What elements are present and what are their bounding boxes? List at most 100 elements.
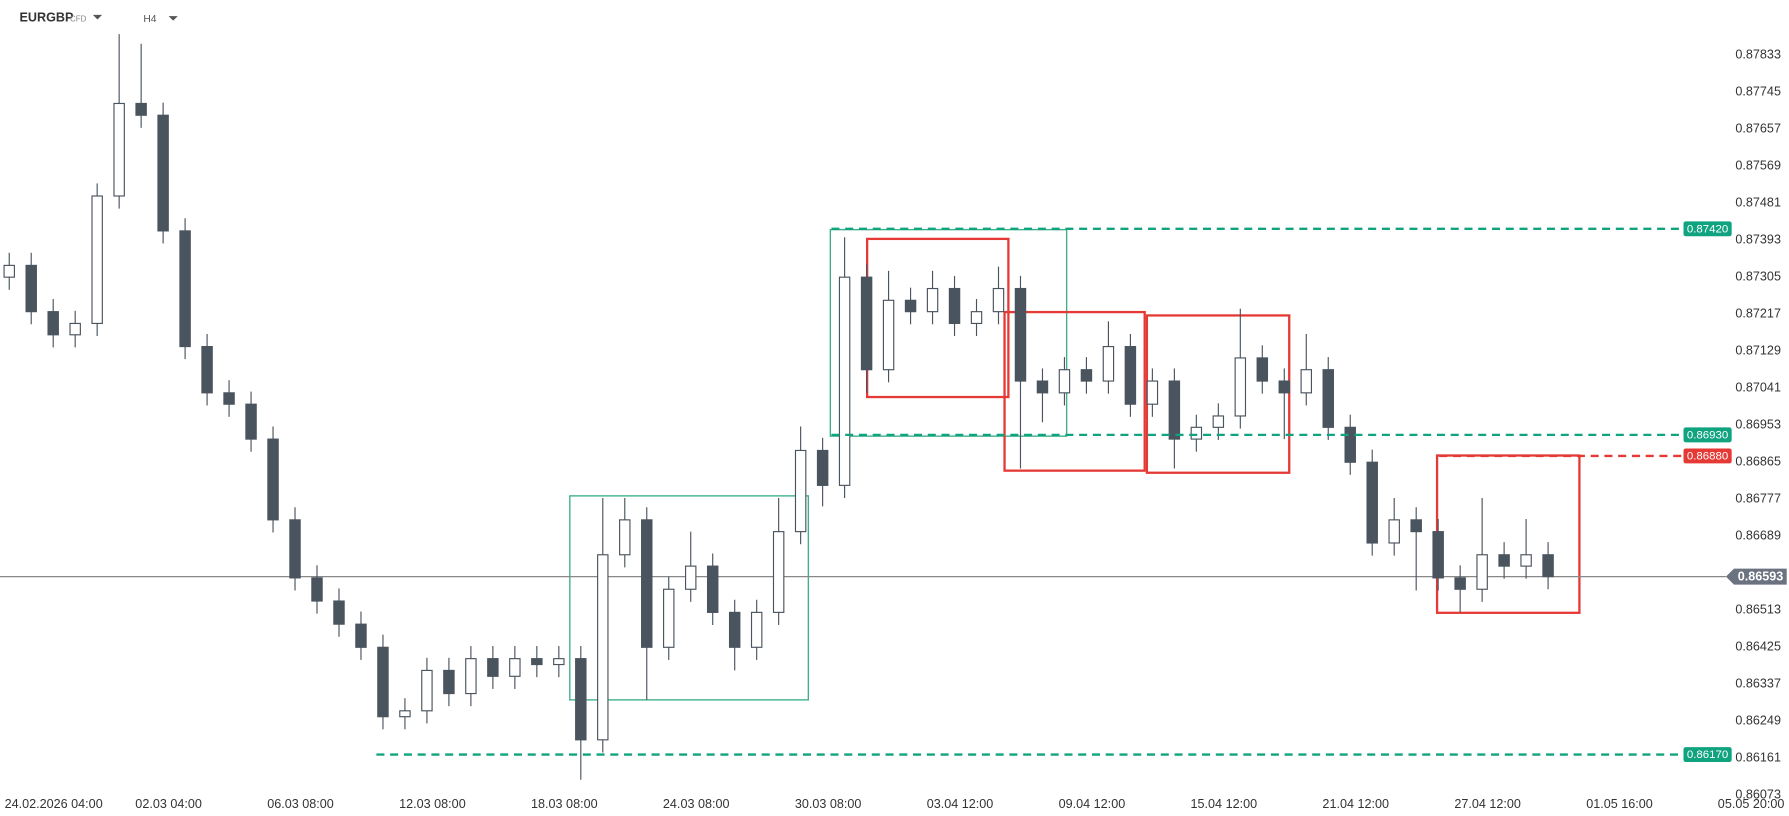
candle-body: [970, 311, 983, 325]
x-tick-label: 21.04 12:00: [1322, 797, 1389, 811]
plot-area: 0.87833 0.87745 0.87657 0.87569 0.87481 0.873…: [0, 34, 1787, 811]
candle-body: [663, 588, 675, 648]
level-badge: [1683, 427, 1732, 443]
candle-body: [179, 230, 191, 348]
x-tick-label: 09.04 12:00: [1059, 797, 1126, 811]
level-badge: [1683, 747, 1732, 763]
x-tick-label: 30.03 08:00: [795, 797, 862, 811]
candle-body: [399, 710, 411, 718]
candle-body: [25, 264, 37, 313]
candle-body: [333, 600, 345, 625]
instrument-type: CFD: [70, 15, 87, 24]
y-tick-label: 0.87833: [1735, 47, 1781, 61]
candle-body: [3, 264, 15, 278]
candle-body: [1432, 531, 1444, 579]
y-tick-label: 0.87481: [1735, 195, 1781, 209]
x-tick-label: 15.04 12:00: [1191, 797, 1258, 811]
candle-body: [443, 669, 455, 695]
x-tick-label: 24.03 08:00: [663, 797, 730, 811]
symbol[interactable]: EURGBP: [19, 11, 73, 25]
candle-body: [1014, 287, 1027, 382]
level-label: 0.86930: [1687, 429, 1728, 441]
level-badge: [1683, 221, 1732, 237]
y-tick-label: 0.87657: [1735, 121, 1781, 135]
candle-body: [531, 658, 543, 666]
range-box: [1003, 310, 1146, 472]
candle-body: [992, 287, 1005, 313]
candle-body: [619, 519, 631, 556]
candle-body: [1190, 426, 1203, 440]
candle-body: [794, 449, 807, 533]
x-tick-label: 24.02.2026 04:00: [5, 797, 103, 811]
candle-body: [1058, 369, 1071, 394]
current-price-label: 0.86593: [1738, 570, 1784, 584]
timeframe[interactable]: H4: [143, 14, 156, 25]
candle-body: [1498, 554, 1510, 567]
candle-body: [1256, 357, 1269, 382]
x-tick-label: 18.03 08:00: [531, 797, 598, 811]
y-tick-label: 0.87129: [1735, 344, 1781, 358]
candle-body: [201, 345, 213, 394]
y-tick-label: 0.87393: [1735, 232, 1781, 246]
x-tick-label: 05.05 20:00: [1718, 797, 1785, 811]
candle-body: [311, 577, 323, 602]
y-tick-label: 0.87305: [1735, 269, 1781, 283]
candle-body: [816, 449, 829, 486]
y-tick-label: 0.86865: [1735, 455, 1781, 469]
candle-body: [728, 611, 741, 648]
candle-body: [1542, 554, 1554, 578]
candle-body: [597, 554, 609, 741]
candle-body: [1036, 380, 1049, 394]
y-tick-label: 0.86513: [1735, 603, 1781, 617]
level-label: 0.86880: [1687, 451, 1728, 463]
candle-body: [904, 299, 917, 313]
candle-body: [267, 438, 279, 521]
y-tick-label: 0.86073: [1735, 788, 1781, 802]
candle-body: [509, 658, 521, 677]
y-tick-label: 0.86337: [1735, 677, 1781, 691]
x-tick-label: 06.03 08:00: [267, 797, 334, 811]
candle-body: [355, 623, 367, 648]
y-tick-label: 0.87041: [1735, 381, 1781, 395]
candle-body: [487, 658, 499, 677]
y-tick-label: 0.86953: [1735, 418, 1781, 432]
current-price-badge: [1725, 568, 1787, 585]
candle-body: [223, 392, 235, 405]
candle-body: [772, 531, 785, 613]
symbol-dropdown[interactable]: [92, 14, 103, 20]
candle-body: [1322, 369, 1334, 428]
candle-body: [1212, 415, 1225, 428]
candle-body: [948, 287, 961, 325]
x-tick-label: 03.04 12:00: [927, 797, 994, 811]
candle-body: [1300, 369, 1313, 394]
candle-body: [1410, 519, 1422, 533]
candle-body: [575, 658, 587, 741]
candle-body: [113, 102, 125, 197]
candle-body: [69, 322, 81, 336]
candle-body: [750, 611, 763, 648]
x-tick-label: 02.03 04:00: [135, 797, 202, 811]
candle-body: [421, 669, 433, 712]
candle-body: [47, 311, 59, 336]
candle-body: [1520, 554, 1532, 567]
level-badge: [1683, 448, 1732, 464]
x-tick-label: 27.04 12:00: [1454, 797, 1521, 811]
level-label: 0.86170: [1687, 749, 1728, 761]
candle-body: [135, 102, 147, 116]
y-tick-label: 0.87217: [1735, 307, 1781, 321]
level-label: 0.87420: [1687, 223, 1728, 235]
candle-body: [641, 519, 653, 648]
candle-body: [860, 276, 873, 371]
y-tick-label: 0.87745: [1735, 84, 1781, 98]
candle-body: [1080, 369, 1093, 382]
candle-body: [838, 276, 851, 486]
timeframe-dropdown[interactable]: [168, 16, 178, 21]
candle-body: [1366, 461, 1378, 544]
candle-body: [289, 519, 301, 579]
y-tick-label: 0.86689: [1735, 529, 1781, 543]
candle-body: [91, 195, 103, 325]
candle-body: [684, 565, 697, 590]
range-box: [569, 495, 810, 701]
